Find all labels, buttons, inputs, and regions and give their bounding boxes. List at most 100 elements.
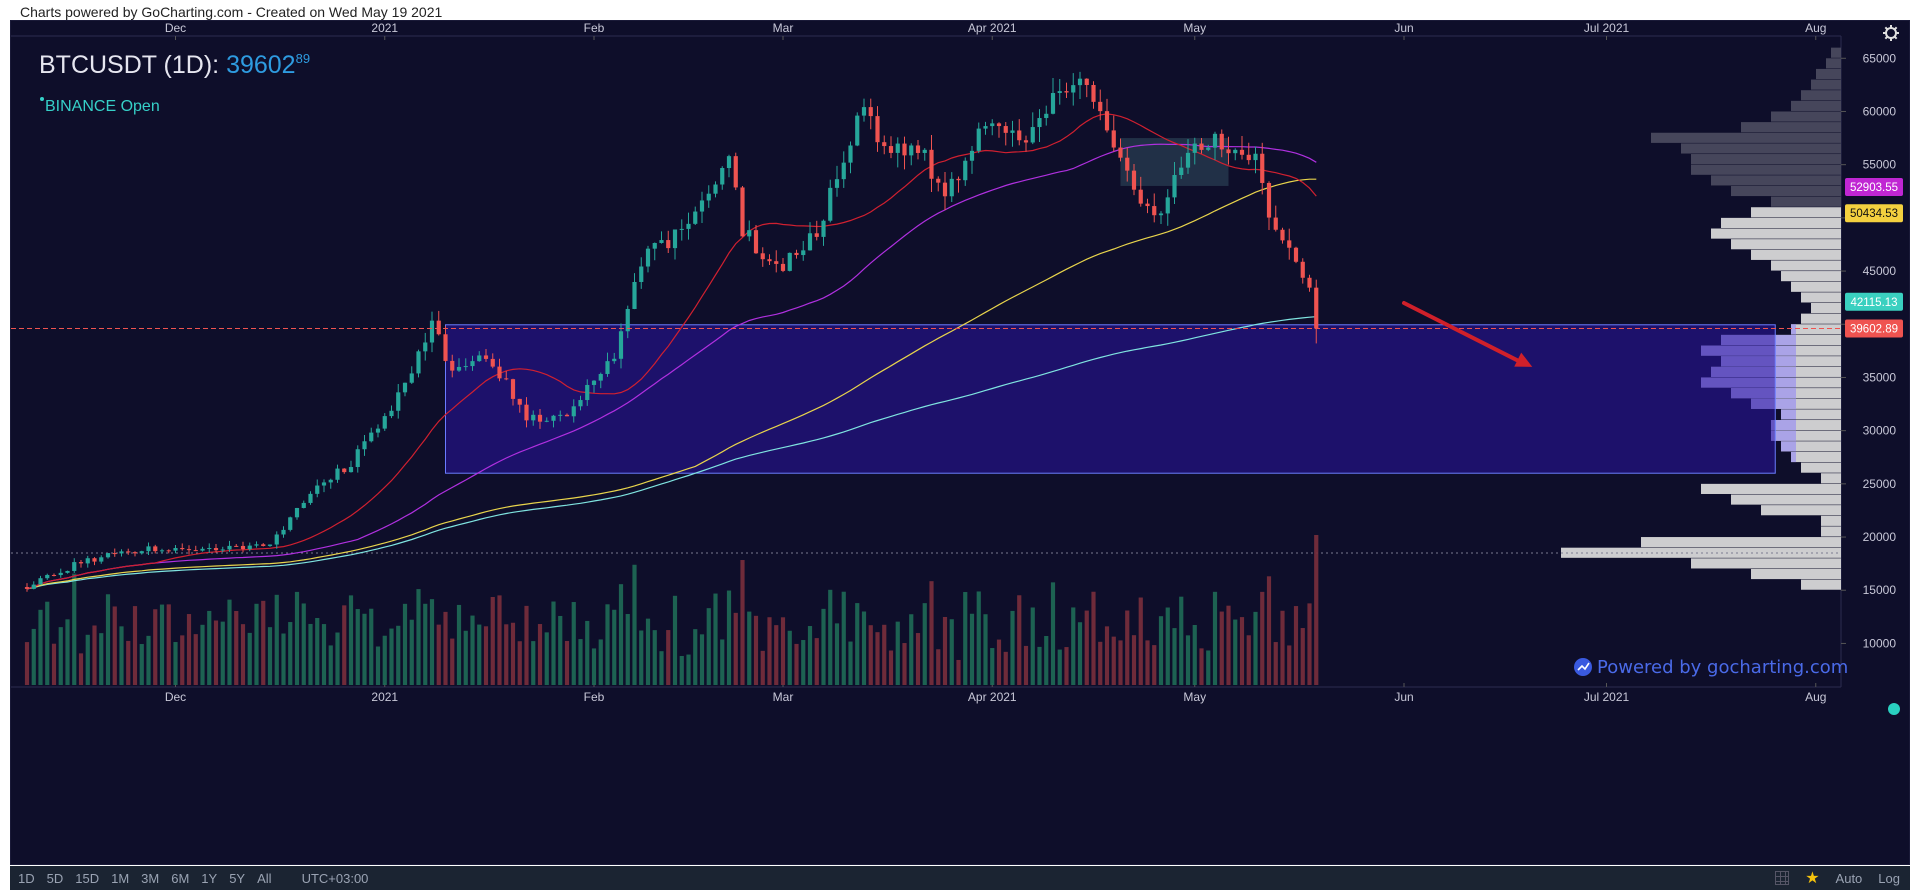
candle-body[interactable]: [963, 160, 968, 181]
candle-body[interactable]: [659, 240, 664, 243]
candle-body[interactable]: [362, 441, 367, 450]
candle-body[interactable]: [1253, 153, 1258, 161]
candle-body[interactable]: [24, 587, 30, 589]
candle-body[interactable]: [1152, 206, 1157, 216]
candle-body[interactable]: [828, 187, 833, 221]
candle-body[interactable]: [713, 184, 718, 194]
candle-body[interactable]: [1064, 91, 1069, 93]
timeframe-5d[interactable]: 5D: [46, 870, 64, 886]
candle-body[interactable]: [369, 432, 374, 442]
candle-body[interactable]: [166, 550, 171, 552]
candle-body[interactable]: [517, 398, 522, 405]
candle-body[interactable]: [976, 128, 981, 151]
candle-body[interactable]: [159, 550, 165, 552]
candle-body[interactable]: [915, 145, 921, 153]
candle-body[interactable]: [639, 266, 644, 282]
candle-body[interactable]: [58, 572, 63, 576]
candle-body[interactable]: [753, 230, 759, 254]
candle-body[interactable]: [686, 223, 691, 229]
candle-body[interactable]: [821, 220, 826, 237]
candle-body[interactable]: [200, 548, 205, 551]
candle-body[interactable]: [612, 358, 617, 362]
candle-body[interactable]: [605, 361, 610, 374]
candle-body[interactable]: [1023, 140, 1029, 143]
grid-icon[interactable]: [1775, 871, 1790, 885]
candle-body[interactable]: [814, 233, 819, 237]
candle-body[interactable]: [99, 557, 104, 562]
candle-body[interactable]: [882, 142, 887, 147]
timeframe-3m[interactable]: 3M: [141, 870, 160, 886]
candle-body[interactable]: [780, 263, 786, 271]
star-icon[interactable]: ★: [1805, 870, 1820, 887]
candle-body[interactable]: [146, 546, 151, 552]
candle-body[interactable]: [949, 178, 954, 197]
candle-body[interactable]: [105, 553, 111, 558]
candle-body[interactable]: [254, 544, 259, 546]
candle-body[interactable]: [1226, 149, 1231, 154]
candle-body[interactable]: [1219, 133, 1224, 150]
candle-body[interactable]: [456, 366, 462, 371]
candle-body[interactable]: [1057, 91, 1062, 94]
candle-body[interactable]: [760, 253, 765, 260]
candle-body[interactable]: [1179, 167, 1184, 175]
candle-body[interactable]: [936, 178, 941, 183]
candle-body[interactable]: [301, 502, 306, 508]
status-indicator-dot[interactable]: [1888, 703, 1900, 715]
candle-body[interactable]: [922, 149, 927, 153]
candle-body[interactable]: [1239, 149, 1245, 155]
candle-body[interactable]: [65, 570, 70, 573]
candle-body[interactable]: [1131, 170, 1137, 190]
candle-body[interactable]: [375, 428, 381, 433]
candle-body[interactable]: [315, 485, 320, 494]
candle-body[interactable]: [855, 115, 860, 146]
candle-body[interactable]: [841, 162, 846, 180]
candle-body[interactable]: [652, 242, 657, 249]
candle-body[interactable]: [348, 467, 354, 473]
candle-body[interactable]: [564, 414, 570, 417]
candle-body[interactable]: [1273, 217, 1278, 230]
candle-body[interactable]: [706, 193, 711, 201]
candle-body[interactable]: [767, 259, 772, 262]
candle-body[interactable]: [1158, 213, 1164, 216]
candle-body[interactable]: [591, 380, 597, 385]
candle-body[interactable]: [396, 392, 401, 411]
candle-body[interactable]: [1050, 93, 1056, 114]
candle-body[interactable]: [92, 558, 97, 562]
candle-body[interactable]: [1044, 113, 1049, 119]
candle-body[interactable]: [342, 468, 347, 473]
candle-body[interactable]: [429, 320, 435, 343]
candle-body[interactable]: [443, 334, 448, 361]
candle-body[interactable]: [996, 123, 1002, 127]
candle-body[interactable]: [1260, 153, 1265, 183]
candle-body[interactable]: [213, 548, 219, 551]
candle-body[interactable]: [1037, 118, 1042, 128]
candle-body[interactable]: [1314, 287, 1319, 329]
candle-body[interactable]: [1091, 84, 1096, 102]
candle-body[interactable]: [321, 482, 327, 486]
candle-body[interactable]: [801, 250, 806, 256]
candle-body[interactable]: [1010, 130, 1015, 133]
candle-body[interactable]: [38, 578, 43, 585]
candle-body[interactable]: [861, 107, 867, 116]
candle-body[interactable]: [1199, 143, 1204, 150]
candle-body[interactable]: [983, 126, 988, 129]
candle-body[interactable]: [1098, 101, 1103, 112]
candle-body[interactable]: [571, 406, 576, 417]
candle-body[interactable]: [31, 584, 36, 589]
candle-body[interactable]: [504, 378, 509, 380]
candle-body[interactable]: [598, 373, 603, 381]
candle-body[interactable]: [909, 145, 914, 156]
candle-body[interactable]: [328, 479, 333, 483]
candle-body[interactable]: [288, 517, 293, 530]
candle-body[interactable]: [1071, 85, 1076, 93]
candle-body[interactable]: [1246, 154, 1251, 161]
candle-body[interactable]: [625, 308, 630, 332]
candle-body[interactable]: [990, 123, 995, 127]
candle-body[interactable]: [490, 358, 495, 367]
candle-body[interactable]: [551, 415, 556, 421]
candle-body[interactable]: [227, 545, 232, 550]
candle-body[interactable]: [85, 558, 90, 564]
candle-body[interactable]: [139, 551, 144, 554]
candle-body[interactable]: [1003, 126, 1008, 133]
candle-body[interactable]: [240, 545, 246, 550]
